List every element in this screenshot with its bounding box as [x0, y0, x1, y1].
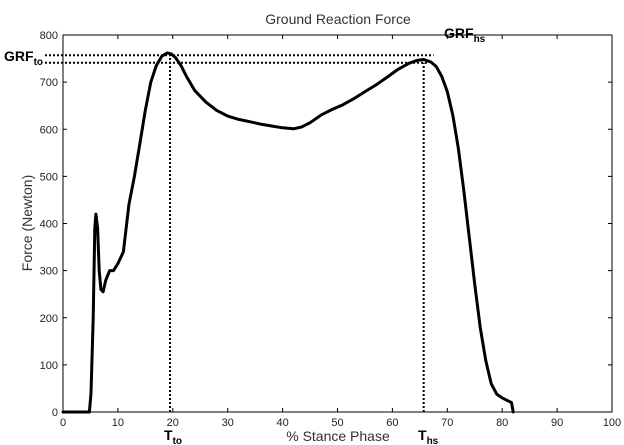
force-curve — [61, 51, 515, 414]
y-tick-label-500: 500 — [40, 171, 58, 183]
grf-hs-annotation: GRFhs — [444, 25, 486, 45]
t-to-main: T — [164, 427, 173, 443]
plot-frame — [62, 34, 613, 413]
grf-hs-main: GRF — [444, 25, 474, 41]
y-tick-label-300: 300 — [40, 266, 58, 278]
axis-ticks: 0 10 20 30 40 50 60 70 80 90 100 0 100 200 300 400 500 60… — [40, 30, 622, 429]
grf-to-sub: to — [34, 57, 43, 68]
grf-to-annotation: GRFto — [4, 48, 43, 68]
chart-title: Ground Reaction Force — [265, 11, 411, 27]
t-to-sub: to — [173, 436, 182, 445]
x-tick-label-30: 30 — [222, 417, 234, 429]
x-tick-label-10: 10 — [112, 417, 124, 429]
x-tick-label-40: 40 — [276, 417, 288, 429]
grf-to-main: GRF — [4, 48, 34, 64]
y-tick-label-0: 0 — [52, 407, 58, 419]
x-tick-label-100: 100 — [603, 417, 621, 429]
y-tick-label-800: 800 — [40, 30, 58, 42]
x-tick-label-20: 20 — [167, 417, 179, 429]
x-tick-label-0: 0 — [60, 417, 66, 429]
x-tick-label-90: 90 — [551, 417, 563, 429]
y-tick-label-400: 400 — [40, 219, 58, 231]
y-axis-title: Force (Newton) — [19, 175, 35, 271]
y-tick-label-100: 100 — [40, 360, 58, 372]
t-hs-sub: hs — [427, 436, 439, 445]
x-tick-label-70: 70 — [441, 417, 453, 429]
x-tick-label-50: 50 — [331, 417, 343, 429]
t-hs-main: T — [418, 427, 427, 443]
grf-hs-sub: hs — [474, 34, 486, 45]
x-tick-label-80: 80 — [496, 417, 508, 429]
reference-lines — [45, 54, 434, 412]
y-tick-label-600: 600 — [40, 124, 58, 136]
t-to-annotation: Tto — [164, 427, 182, 445]
x-tick-label-60: 60 — [386, 417, 398, 429]
y-tick-label-200: 200 — [40, 313, 58, 325]
t-hs-annotation: Ths — [418, 427, 439, 445]
y-tick-label-700: 700 — [40, 77, 58, 89]
x-axis-title: % Stance Phase — [286, 428, 390, 444]
